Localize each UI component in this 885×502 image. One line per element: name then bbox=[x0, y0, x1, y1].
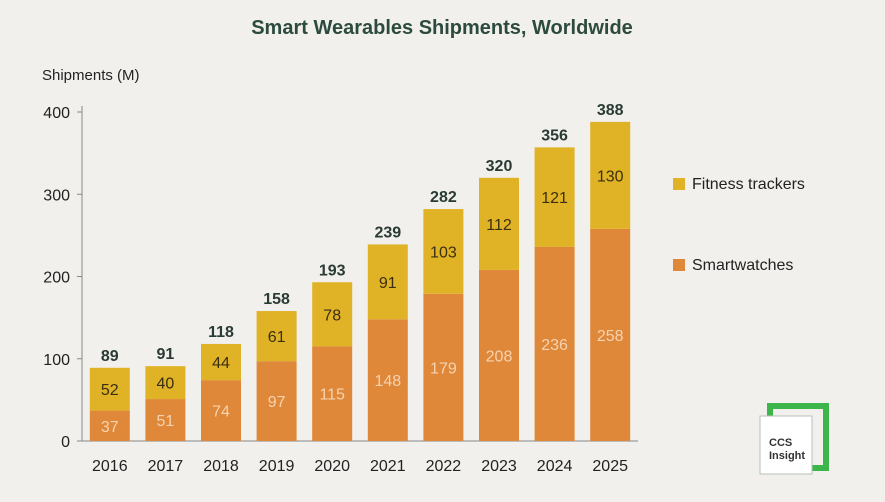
bar-group-2017: 51 40 91 bbox=[145, 346, 186, 441]
x-tick-label-2025: 2025 bbox=[592, 458, 628, 475]
total-label-2019: 158 bbox=[263, 291, 290, 308]
logo-text-line2: Insight bbox=[769, 450, 805, 462]
data-label-fitness-trackers-2024: 121 bbox=[541, 190, 568, 207]
data-label-smartwatches-2017: 51 bbox=[157, 413, 175, 430]
logo-front-card bbox=[759, 415, 813, 475]
data-label-smartwatches-2019: 97 bbox=[268, 394, 286, 411]
bar-smartwatches-2016 bbox=[89, 410, 130, 441]
legend-label-fitness-trackers: Fitness trackers bbox=[692, 176, 805, 193]
data-label-fitness-trackers-2023: 112 bbox=[486, 217, 512, 234]
y-tick-label: 400 bbox=[43, 105, 70, 122]
y-tick-label: 200 bbox=[43, 270, 70, 287]
x-tick-label-2018: 2018 bbox=[203, 458, 239, 475]
bar-smartwatches-2024 bbox=[534, 246, 575, 441]
y-tick-label: 100 bbox=[43, 352, 70, 369]
total-label-2024: 356 bbox=[541, 127, 568, 144]
bar-group-2022: 179 103 282 bbox=[423, 189, 464, 441]
data-label-smartwatches-2020: 115 bbox=[319, 387, 345, 404]
x-tick-label-2019: 2019 bbox=[259, 458, 295, 475]
bar-fitness-trackers-2019 bbox=[256, 311, 297, 362]
bar-smartwatches-2023 bbox=[479, 269, 519, 441]
bars: 37 52 89 51 40 91 74 44 118 97 61 158 115 78 193 148 91 2… bbox=[89, 102, 631, 441]
data-label-smartwatches-2025: 258 bbox=[597, 328, 624, 345]
bar-smartwatches-2025 bbox=[590, 228, 631, 441]
x-tick-label-2016: 2016 bbox=[92, 458, 128, 475]
data-label-fitness-trackers-2016: 52 bbox=[101, 382, 119, 399]
data-label-smartwatches-2016: 37 bbox=[101, 419, 119, 436]
data-label-fitness-trackers-2019: 61 bbox=[268, 329, 286, 346]
total-label-2023: 320 bbox=[486, 158, 513, 175]
x-tick-label-2022: 2022 bbox=[426, 458, 462, 475]
chart-title: Smart Wearables Shipments, Worldwide bbox=[251, 17, 633, 39]
bar-fitness-trackers-2022 bbox=[423, 209, 464, 294]
bar-smartwatches-2020 bbox=[312, 346, 353, 441]
bar-group-2019: 97 61 158 bbox=[256, 291, 297, 441]
ccs-insight-logo: CCS Insight bbox=[759, 403, 829, 475]
bar-smartwatches-2022 bbox=[423, 293, 464, 441]
data-label-smartwatches-2022: 179 bbox=[430, 360, 457, 377]
bar-group-2023: 208 112 320 bbox=[479, 158, 519, 441]
total-label-2017: 91 bbox=[157, 346, 175, 363]
data-label-smartwatches-2021: 148 bbox=[374, 373, 401, 390]
bar-fitness-trackers-2021 bbox=[367, 244, 408, 320]
x-tick-label-2024: 2024 bbox=[537, 458, 573, 475]
bar-group-2025: 258 130 388 bbox=[590, 102, 631, 441]
total-label-2025: 388 bbox=[597, 102, 624, 119]
total-label-2020: 193 bbox=[319, 262, 346, 279]
bar-fitness-trackers-2024 bbox=[534, 147, 575, 247]
y-axis: 0 100 200 300 400 bbox=[43, 105, 83, 451]
data-label-fitness-trackers-2021: 91 bbox=[379, 275, 397, 292]
bar-group-2024: 236 121 356 bbox=[534, 127, 575, 441]
data-label-smartwatches-2018: 74 bbox=[212, 404, 230, 421]
bar-group-2016: 37 52 89 bbox=[89, 348, 130, 441]
y-axis-label: Shipments (M) bbox=[42, 67, 140, 84]
bar-fitness-trackers-2018 bbox=[201, 343, 241, 381]
bar-fitness-trackers-2025 bbox=[590, 121, 631, 229]
data-label-smartwatches-2023: 208 bbox=[486, 348, 513, 365]
data-label-fitness-trackers-2020: 78 bbox=[323, 307, 341, 324]
x-tick-label-2017: 2017 bbox=[148, 458, 184, 475]
data-label-fitness-trackers-2022: 103 bbox=[430, 244, 457, 261]
x-axis: 2016 2017 2018 2019 2020 2021 2022 2023 2024 2025 bbox=[82, 440, 638, 475]
bar-fitness-trackers-2017 bbox=[145, 366, 186, 400]
data-label-fitness-trackers-2017: 40 bbox=[157, 376, 175, 393]
y-tick-label: 0 bbox=[61, 434, 70, 451]
total-label-2018: 118 bbox=[208, 324, 234, 341]
bar-fitness-trackers-2023 bbox=[479, 177, 519, 270]
total-label-2016: 89 bbox=[101, 348, 119, 365]
bar-group-2020: 115 78 193 bbox=[312, 262, 353, 441]
bar-smartwatches-2018 bbox=[201, 380, 241, 441]
x-tick-label-2020: 2020 bbox=[314, 458, 350, 475]
x-tick-label-2023: 2023 bbox=[481, 458, 517, 475]
data-label-fitness-trackers-2025: 130 bbox=[597, 168, 624, 185]
bar-smartwatches-2017 bbox=[145, 399, 186, 441]
y-tick-label: 300 bbox=[43, 187, 70, 204]
bar-fitness-trackers-2016 bbox=[89, 367, 130, 411]
data-label-fitness-trackers-2018: 44 bbox=[212, 355, 230, 372]
data-label-smartwatches-2024: 236 bbox=[541, 337, 568, 354]
bar-smartwatches-2019 bbox=[256, 361, 297, 441]
total-label-2021: 239 bbox=[374, 224, 401, 241]
x-tick-label-2021: 2021 bbox=[370, 458, 406, 475]
legend: Fitness trackers Smartwatches bbox=[673, 176, 805, 274]
legend-label-smartwatches: Smartwatches bbox=[692, 257, 793, 274]
legend-swatch-fitness-trackers bbox=[673, 178, 685, 190]
bar-group-2018: 74 44 118 bbox=[201, 324, 241, 441]
logo-text-line1: CCS bbox=[769, 437, 792, 449]
total-label-2022: 282 bbox=[430, 189, 457, 206]
bar-smartwatches-2021 bbox=[367, 319, 408, 441]
legend-swatch-smartwatches bbox=[673, 259, 685, 271]
bar-fitness-trackers-2020 bbox=[312, 282, 353, 347]
bar-group-2021: 148 91 239 bbox=[367, 224, 408, 441]
